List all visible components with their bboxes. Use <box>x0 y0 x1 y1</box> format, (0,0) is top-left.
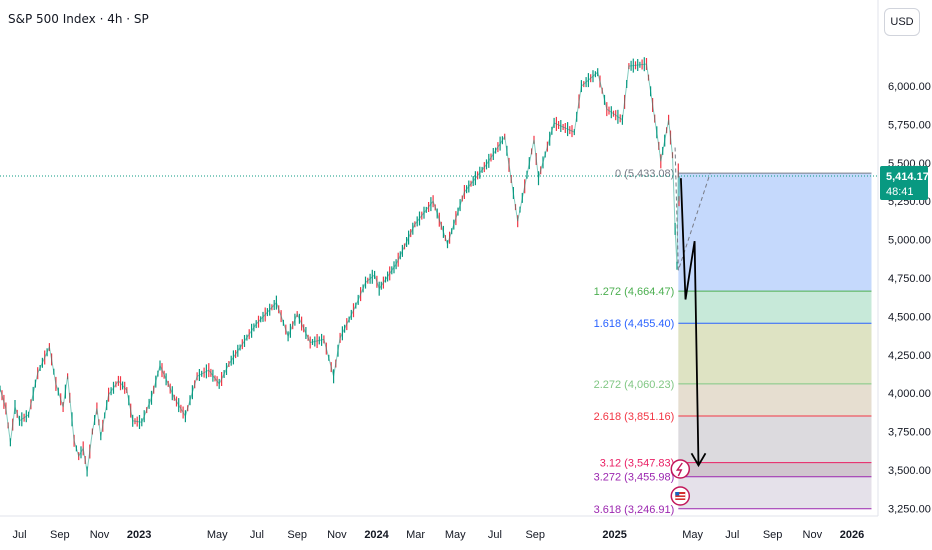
flash-icon <box>670 459 691 479</box>
fib-label-1.618: 1.618 (4,455.40) <box>594 318 675 330</box>
y-tick-label: 3,500.00 <box>888 465 931 477</box>
currency-button[interactable]: USD <box>884 8 920 36</box>
time-axis-bg <box>0 516 932 550</box>
time-axis: Jul Sep Nov 2023 May Jul Sep Nov 2024 Mar May Jul Se… <box>0 515 932 550</box>
x-tick-label: 2024 <box>364 529 389 541</box>
x-tick-label: Nov <box>90 529 110 541</box>
x-tick-label: 2023 <box>127 529 151 541</box>
x-tick-label: Jul <box>250 529 264 541</box>
price-tag-value: 5,414.17 <box>886 171 929 183</box>
fib-band-1.618 <box>678 323 872 384</box>
x-tick-label: Jul <box>12 529 26 541</box>
price-tag-countdown: 48:41 <box>886 186 914 198</box>
fib-label-2.618: 2.618 (3,851.16) <box>594 411 675 423</box>
y-tick-label: 5,000.00 <box>888 235 931 247</box>
fib-label-0: 0 (5,433.08) <box>615 168 674 180</box>
x-tick-label: 2025 <box>602 529 626 541</box>
y-tick-label: 4,500.00 <box>888 311 931 323</box>
fib-band-1.272 <box>678 291 872 324</box>
price-axis-bg <box>878 0 932 550</box>
fib-label-3.618: 3.618 (3,246.91) <box>594 504 675 516</box>
fib-band-3.272 <box>678 476 872 509</box>
y-tick-label: 5,750.00 <box>888 119 931 131</box>
fib-band-2.272 <box>678 383 872 417</box>
price-series <box>0 57 681 477</box>
x-tick-label: Mar <box>406 529 425 541</box>
fib-band-2.618 <box>678 416 872 463</box>
fib-band-0 <box>678 173 872 292</box>
x-tick-label: May <box>445 529 466 541</box>
fib-label-1.272: 1.272 (4,664.47) <box>594 286 675 298</box>
x-tick-label: Jul <box>488 529 502 541</box>
x-tick-label: Sep <box>287 529 307 541</box>
x-tick-label: May <box>207 529 228 541</box>
fib-label-3.272: 3.272 (3,455.98) <box>594 472 675 484</box>
y-tick-label: 3,250.00 <box>888 503 931 515</box>
price-line <box>0 63 681 472</box>
x-tick-label: Sep <box>763 529 783 541</box>
y-tick-label: 4,250.00 <box>888 350 931 362</box>
x-tick-label: Nov <box>803 529 823 541</box>
y-tick-label: 6,000.00 <box>888 81 931 93</box>
projection-arrow-head <box>690 452 707 468</box>
price-axis: 3,250.00 3,500.00 3,750.00 4,000.00 4,250.00… <box>877 0 932 550</box>
fib-retracement: 0 (5,433.08) 1.272 (4,664.47) 1.618 (4,455… <box>594 168 872 516</box>
fib-band-3.12 <box>678 462 872 477</box>
fib-label-3.12: 3.12 (3,547.83) <box>600 458 675 470</box>
y-tick-label: 4,000.00 <box>888 388 931 400</box>
y-tick-label: 4,750.00 <box>888 273 931 285</box>
symbol-title[interactable]: S&P 500 Index · 4h · SP <box>8 12 149 26</box>
fib-guide-line <box>674 147 711 271</box>
projection-path <box>680 178 700 466</box>
x-tick-label: Jul <box>725 529 739 541</box>
current-price-tag: 5,414.17 48:41 <box>880 166 929 201</box>
x-tick-label: Sep <box>50 529 70 541</box>
fib-label-2.272: 2.272 (4,060.23) <box>594 379 675 391</box>
x-tick-label: 2026 <box>840 529 864 541</box>
x-tick-label: Nov <box>327 529 347 541</box>
us-flag-icon <box>670 486 691 506</box>
y-tick-label: 3,750.00 <box>888 427 931 439</box>
x-tick-label: Sep <box>525 529 545 541</box>
x-tick-label: May <box>682 529 703 541</box>
